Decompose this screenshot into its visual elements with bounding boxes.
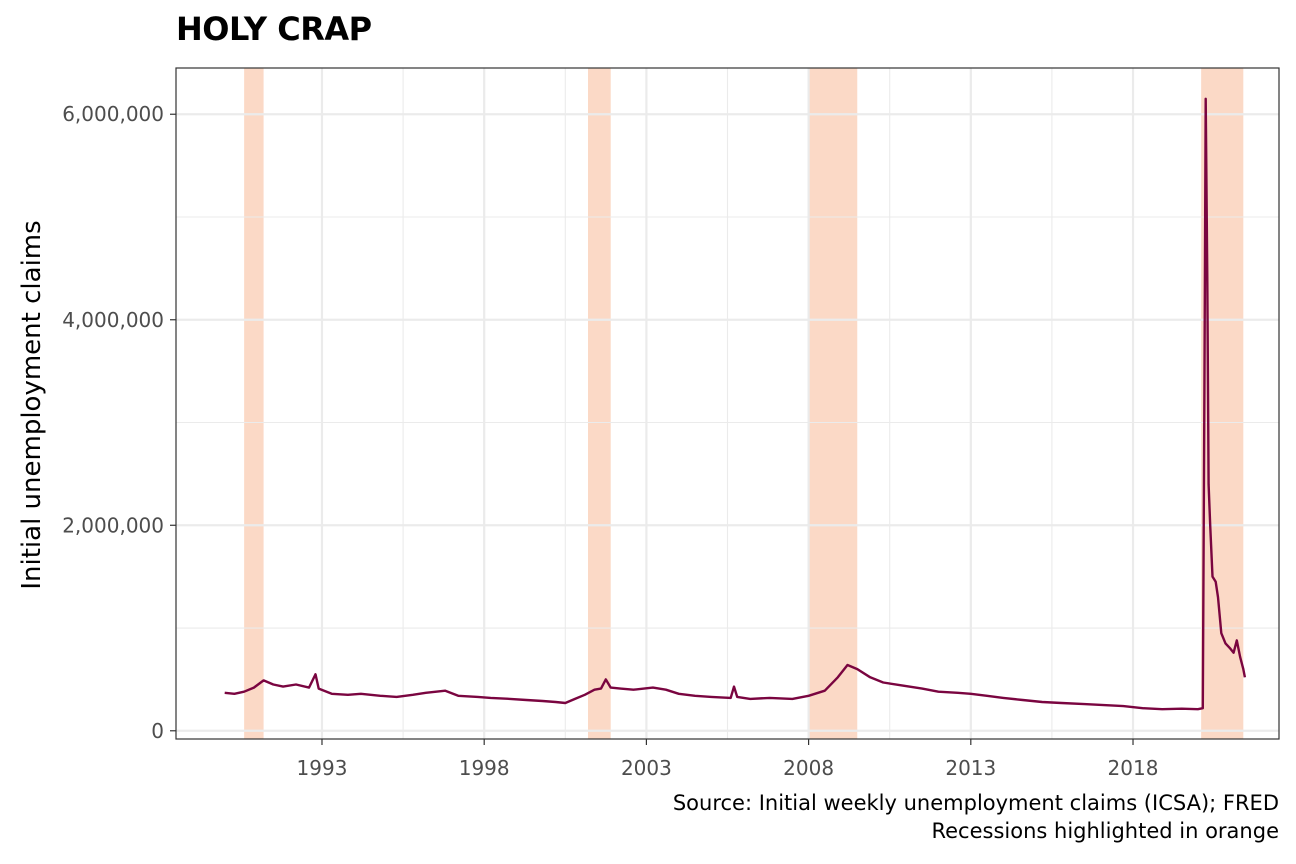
x-tick-label: 2003	[621, 756, 672, 780]
y-tick-label: 6,000,000	[62, 102, 164, 126]
caption-recessions-note: Recessions highlighted in orange	[931, 819, 1279, 843]
series-layer	[224, 97, 1247, 711]
recession-band-2	[588, 68, 611, 739]
recession-band-1	[244, 68, 264, 739]
panel-border	[175, 67, 1280, 740]
y-tick-label: 2,000,000	[62, 513, 164, 537]
x-tick-label: 2008	[783, 756, 834, 780]
y-axis: 0 2,000,000 4,000,000 6,000,000	[62, 102, 176, 743]
recession-band-3	[808, 68, 858, 739]
x-tick-label: 2018	[1108, 756, 1159, 780]
x-axis: 1993 1998 2003 2008 2013 2018	[297, 739, 1159, 780]
x-tick-label: 1993	[297, 756, 348, 780]
y-tick-label: 0	[151, 719, 164, 743]
x-tick-label: 1998	[459, 756, 510, 780]
grid-lines	[176, 68, 1279, 739]
y-axis-title: Initial unemployment claims	[17, 220, 47, 589]
series-line-1	[224, 97, 1247, 711]
caption-source: Source: Initial weekly unemployment clai…	[672, 791, 1279, 815]
y-tick-label: 4,000,000	[62, 308, 164, 332]
chart-title: HOLY CRAP	[176, 10, 372, 48]
recession-bands	[244, 68, 1244, 739]
x-tick-label: 2013	[945, 756, 996, 780]
